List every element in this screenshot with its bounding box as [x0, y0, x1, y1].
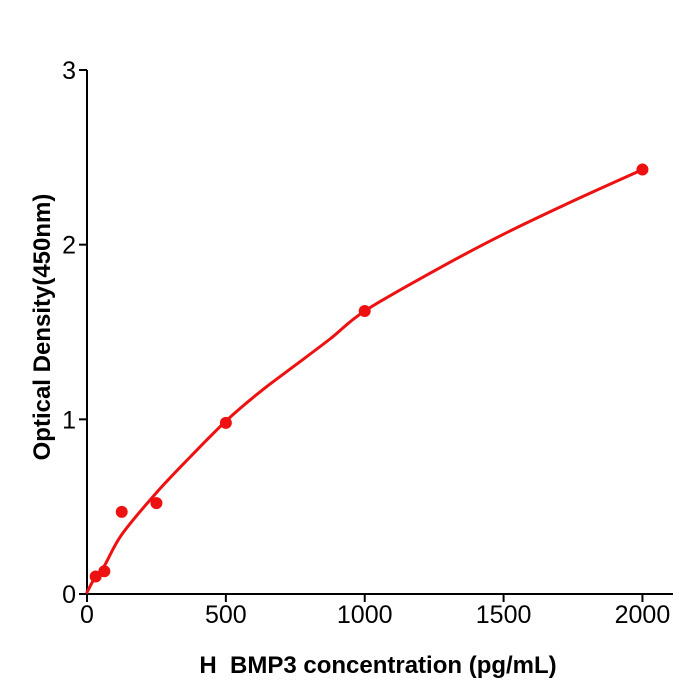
data-point	[636, 163, 649, 176]
data-point	[115, 505, 128, 518]
data-point	[150, 497, 163, 510]
data-point	[358, 305, 371, 318]
fit-curve-path	[85, 168, 644, 594]
x-tick-label: 500	[205, 601, 247, 629]
plot-area: 0 500 1000 1500 2000 0 1 2 3	[62, 57, 673, 629]
y-tick-label: 3	[62, 57, 76, 85]
x-tick-label: 0	[80, 601, 94, 629]
x-tick-label: 2000	[615, 601, 671, 629]
y-axis-label: Optical Density(450nm)	[29, 194, 56, 461]
x-axis-label: H BMP3 concentration (pg/mL)	[199, 652, 556, 679]
y-tick-label: 2	[62, 232, 76, 260]
y-tick-label: 1	[62, 406, 76, 434]
y-tick-label: 0	[62, 581, 76, 609]
data-point	[98, 565, 111, 578]
x-tick-label: 1500	[476, 601, 532, 629]
data-point	[219, 416, 232, 429]
data-point	[89, 570, 102, 583]
x-tick-label: 1000	[337, 601, 393, 629]
